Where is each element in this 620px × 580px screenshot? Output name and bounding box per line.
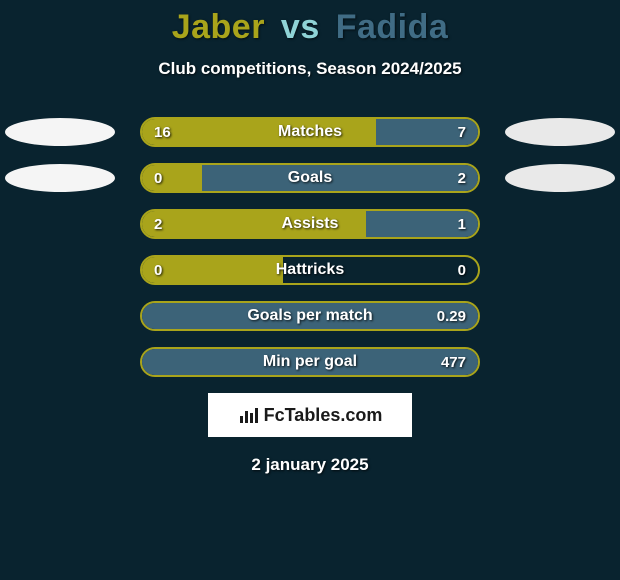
player2-name: Fadida [336,8,449,46]
stat-label: Hattricks [142,257,478,283]
stat-bar: 477Min per goal [140,347,480,377]
stat-label: Goals [142,165,478,191]
logo-badge[interactable]: FcTables.com [208,393,412,437]
stat-label: Matches [142,119,478,145]
player2-oval [505,118,615,146]
stat-label: Goals per match [142,303,478,329]
stat-bar: 0.29Goals per match [140,301,480,331]
stat-label: Min per goal [142,349,478,375]
date-label: 2 january 2025 [0,455,620,475]
player1-name: Jaber [172,8,265,46]
player1-oval [5,118,115,146]
page-title: Jaber vs Fadida [0,0,620,47]
stat-row: 02Goals [0,163,620,193]
subtitle: Club competitions, Season 2024/2025 [0,59,620,79]
stat-row: 00Hattricks [0,255,620,285]
stat-bar: 167Matches [140,117,480,147]
stat-row: 0.29Goals per match [0,301,620,331]
vs-label: vs [275,8,326,46]
stat-row: 167Matches [0,117,620,147]
player2-oval [505,164,615,192]
comparison-card: Jaber vs Fadida Club competitions, Seaso… [0,0,620,580]
stats-container: 167Matches 02Goals 21Assists 00Hattricks 0.2… [0,117,620,377]
stat-bar: 02Goals [140,163,480,193]
stat-bar: 00Hattricks [140,255,480,285]
logo-text: FcTables.com [264,405,383,426]
player1-oval [5,164,115,192]
stat-row: 21Assists [0,209,620,239]
stat-bar: 21Assists [140,209,480,239]
stat-row: 477Min per goal [0,347,620,377]
stat-label: Assists [142,211,478,237]
bar-chart-icon [238,405,260,425]
